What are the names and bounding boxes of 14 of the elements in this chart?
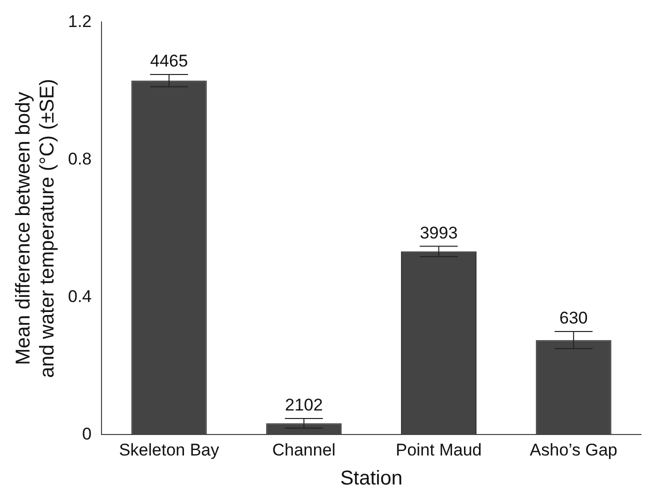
x-tick-label: Skeleton Bay	[118, 440, 220, 460]
x-axis-title: Station	[340, 468, 402, 490]
y-tick-label: 0.8	[68, 149, 92, 168]
y-tick-label: 0.4	[68, 286, 92, 306]
x-tick-label: Asho’s Gap	[530, 440, 618, 460]
annotation: 2102	[284, 396, 323, 415]
annotation: 3993	[420, 223, 458, 242]
y-axis-title: Mean difference between body and water temperature (°C) (±SE)	[12, 78, 59, 378]
x-tick-label: Point Maud	[396, 440, 482, 460]
y-tick-label: 0	[82, 424, 92, 444]
annotation: 630	[559, 308, 588, 328]
annotation: 4465	[150, 52, 188, 71]
x-tick-label: Channel	[272, 440, 336, 460]
y-tick-label: 1.2	[68, 12, 92, 31]
